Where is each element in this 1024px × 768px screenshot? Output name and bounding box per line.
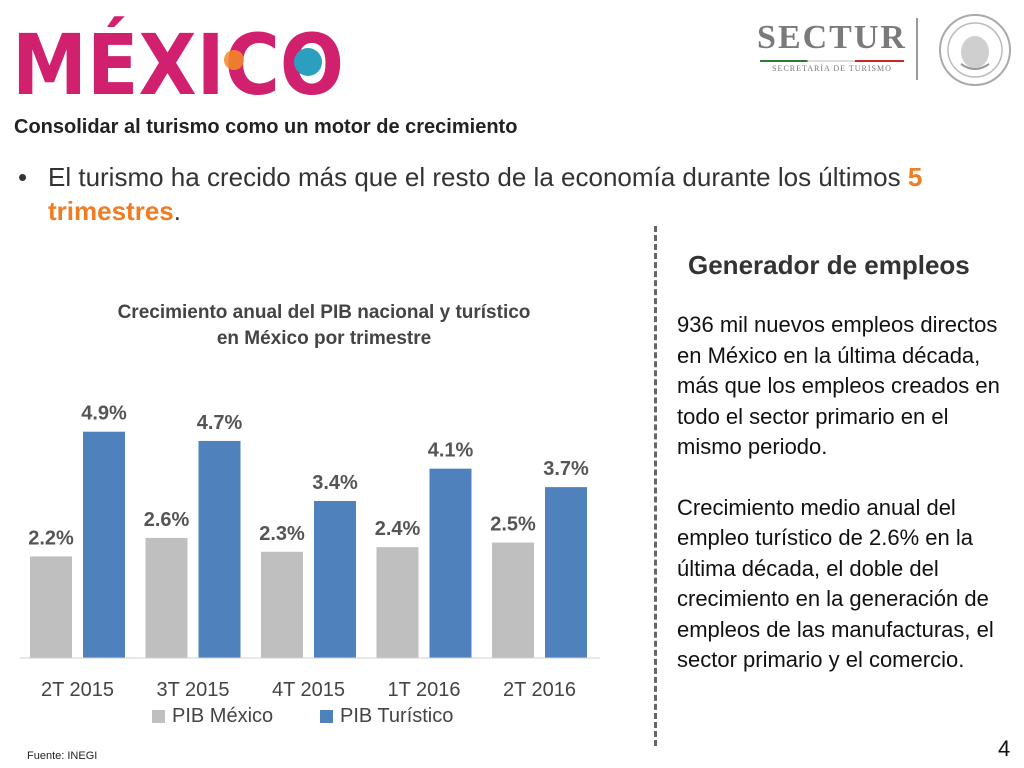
national-seal-icon (937, 12, 1013, 88)
data-label-0-3: 2.4% (375, 518, 421, 540)
employment-title: Generador de empleos (688, 250, 970, 280)
header-divider (916, 18, 918, 80)
bar-pib-turistico-1 (198, 440, 241, 658)
employment-paragraph-2: Crecimiento medio anual del empleo turís… (677, 494, 994, 673)
bullet-highlight: 5 trimestres (48, 162, 923, 226)
source-note: Fuente: INEGI (27, 750, 98, 762)
bullet-point: • El turismo ha crecido más que el resto… (18, 160, 998, 228)
data-label-0-0: 2.2% (28, 527, 74, 549)
section-subtitle: Consolidar al turismo como un motor de c… (14, 116, 518, 138)
employment-paragraph-1: 936 mil nuevos empleos directos en Méxic… (677, 312, 1000, 459)
sectur-rule (760, 60, 904, 62)
bar-pib-mexico-3 (376, 547, 419, 658)
bar-pib-turistico-4 (545, 487, 587, 658)
page-number: 4 (998, 736, 1011, 761)
data-label-0-4: 2.5% (490, 514, 536, 536)
data-label-1-0: 4.9% (81, 403, 127, 425)
data-label-0-1: 2.6% (144, 509, 190, 531)
data-label-0-2: 2.3% (259, 523, 305, 545)
x-tick-label-0: 2T 2015 (41, 679, 114, 701)
legend-swatch-0 (152, 710, 165, 723)
sectur-logo: SECTUR SECRETARÍA DE TURISMO (752, 18, 912, 78)
sectur-wordmark: SECTUR (757, 19, 907, 56)
dashed-divider (654, 226, 657, 746)
x-tick-label-4: 2T 2016 (503, 679, 576, 701)
x-tick-label-1: 3T 2015 (156, 679, 229, 701)
bar-pib-mexico-4 (492, 542, 534, 658)
bullet-dot-icon: • (18, 162, 28, 192)
bar-pib-turistico-0 (83, 431, 125, 658)
sectur-subtitle: SECRETARÍA DE TURISMO (772, 64, 892, 73)
data-label-1-4: 3.7% (543, 458, 589, 480)
mexico-logo: MÉXICO (8, 12, 348, 114)
bullet-body: El turismo ha crecido más que el resto d… (48, 162, 908, 192)
x-tick-label-2: 4T 2015 (272, 679, 345, 701)
x-tick-label-3: 1T 2016 (387, 679, 460, 701)
bar-pib-mexico-0 (30, 556, 72, 658)
data-label-1-3: 4.1% (428, 440, 474, 462)
data-label-1-2: 3.4% (312, 472, 358, 494)
bar-pib-turistico-2 (314, 500, 356, 658)
bar-pib-mexico-1 (145, 537, 188, 658)
legend-label-1: PIB Turístico (340, 705, 453, 727)
svg-text:MÉXICO: MÉXICO (12, 16, 344, 104)
chart-title: Crecimiento anual del PIB nacional y tur… (40, 300, 608, 352)
bullet-text: El turismo ha crecido más que el resto d… (18, 160, 998, 228)
data-label-1-1: 4.7% (197, 412, 243, 434)
legend-label-0: PIB México (172, 705, 273, 727)
chart-title-line-2: en México por trimestre (216, 328, 432, 349)
bar-pib-turistico-3 (429, 468, 472, 658)
chart-title-line-1: Crecimiento anual del PIB nacional y tur… (117, 302, 531, 323)
gdp-bar-chart: 2.2% 4.9% 2T 2015 2.6% 4.7% 3T 2015 2.3% 3.4% 4T… (20, 403, 600, 727)
bar-pib-mexico-2 (261, 551, 303, 658)
employment-body: 936 mil nuevos empleos directos en Méxic… (677, 310, 1007, 676)
legend-swatch-1 (320, 710, 333, 723)
bullet-suffix: . (173, 196, 181, 226)
